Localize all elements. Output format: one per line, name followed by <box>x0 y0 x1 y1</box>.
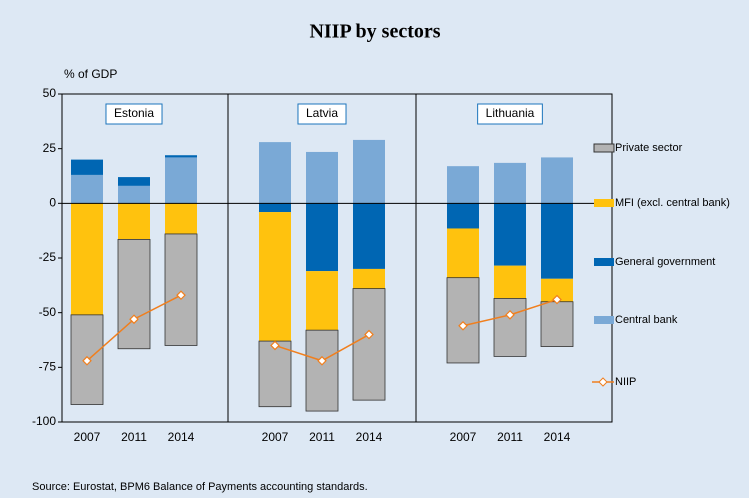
group-label-box <box>297 103 347 125</box>
niip-marker <box>317 355 327 366</box>
y-tick-label: 0 <box>49 196 56 210</box>
niip-marker <box>129 314 139 325</box>
x-tick-label: 2007 <box>450 430 477 444</box>
bar-segment <box>259 142 291 204</box>
y-tick-label: 25 <box>43 141 57 155</box>
bar-segment <box>71 203 103 315</box>
niip-marker <box>82 355 92 366</box>
bar-segment <box>118 185 150 204</box>
legend-label: Central bank <box>615 314 678 326</box>
x-tick-label: 2007 <box>262 430 289 444</box>
bar-segment <box>258 340 292 408</box>
legend-label: General government <box>615 256 716 268</box>
bar-segment <box>446 277 480 364</box>
bar-segment <box>541 157 573 204</box>
bar-segment <box>259 203 291 213</box>
bar-segment <box>71 174 103 204</box>
bar-segment <box>540 301 574 347</box>
y-tick-label: -50 <box>39 305 57 319</box>
y-tick-label: 50 <box>43 86 57 100</box>
group-label-box <box>477 103 543 125</box>
group-label: Latvia <box>306 106 338 120</box>
source-note: Source: Eurostat, BPM6 Balance of Paymen… <box>32 481 368 493</box>
x-tick-label: 2011 <box>497 430 523 444</box>
bar-segment <box>353 139 385 204</box>
niip-marker <box>270 340 280 351</box>
bar-segment <box>494 265 526 299</box>
x-tick-label: 2014 <box>356 430 383 444</box>
bar-segment <box>164 233 198 346</box>
niip-marker <box>176 290 186 301</box>
x-tick-label: 2014 <box>544 430 571 444</box>
bar-segment <box>494 162 526 204</box>
bar-segment <box>447 166 479 204</box>
bar-segment <box>117 239 151 350</box>
y-tick-label: -100 <box>32 414 56 428</box>
y-tick-label: -75 <box>39 360 57 374</box>
bar-segment <box>541 278 573 302</box>
bar-segment <box>305 329 339 412</box>
bar-segment <box>165 155 197 158</box>
bar-segment <box>118 203 150 240</box>
bar-segment <box>306 203 338 272</box>
bar-segment <box>494 203 526 266</box>
niip-marker <box>458 320 468 331</box>
legend-label: NIIP <box>615 376 637 388</box>
legend-label: MFI (excl. central bank) <box>615 197 730 209</box>
bar-segment <box>447 203 479 229</box>
bar-segment <box>118 177 150 186</box>
bar-segment <box>353 268 385 289</box>
y-axis-label: % of GDP <box>64 67 117 81</box>
legend-marker <box>598 377 608 387</box>
bar-segment <box>71 159 103 175</box>
bar-segment <box>306 151 338 204</box>
bar-segment <box>259 212 291 342</box>
group-label: Estonia <box>114 106 154 120</box>
x-tick-label: 2014 <box>168 430 195 444</box>
niip-marker <box>505 310 515 320</box>
bar-segment <box>353 203 385 269</box>
y-tick-label: -25 <box>39 250 57 264</box>
bar-segment <box>165 157 197 204</box>
niip-marker <box>552 294 562 305</box>
x-tick-label: 2011 <box>309 430 335 444</box>
x-tick-label: 2011 <box>121 430 147 444</box>
bar-segment <box>352 288 386 401</box>
bar-segment <box>541 203 573 279</box>
bar-segment <box>447 228 479 278</box>
x-tick-label: 2007 <box>74 430 101 444</box>
bar-segment <box>306 271 338 331</box>
bar-segment <box>165 203 197 234</box>
group-label-box <box>105 103 163 125</box>
legend-swatch <box>594 199 614 207</box>
group-label: Lithuania <box>486 106 535 120</box>
legend-swatch <box>593 143 615 153</box>
bar-segment <box>493 298 527 357</box>
chart-title: NIIP by sectors <box>309 21 440 43</box>
niip-marker <box>364 329 374 340</box>
legend-label: Private sector <box>615 142 683 154</box>
legend-swatch <box>594 258 614 266</box>
legend-swatch <box>594 316 614 324</box>
